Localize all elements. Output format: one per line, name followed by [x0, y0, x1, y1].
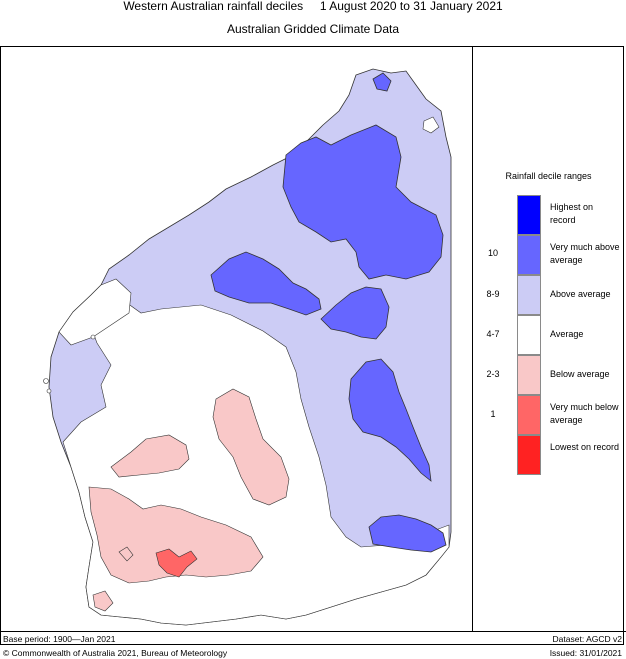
legend-title: Rainfall decile ranges [505, 171, 592, 181]
legend-label-above: Above average [550, 289, 611, 299]
footer-divider [0, 631, 626, 632]
region-below-average-south [88, 486, 264, 584]
legend-label-lowest: Lowest on record [550, 442, 620, 452]
region-very-much-above-average-eastern [348, 358, 432, 482]
legend-label-very-much-above: Very much above average [550, 242, 620, 265]
island [90, 334, 96, 340]
legend-divider [472, 46, 473, 631]
region-below-average-west [110, 434, 190, 478]
map-subtitle: Australian Gridded Climate Data [226, 22, 400, 36]
region-very-much-above-average-kimberley-tip [372, 72, 392, 92]
island [46, 388, 52, 394]
region-very-much-below-average [155, 548, 198, 578]
map-frame [0, 46, 624, 645]
legend-swatch-above [517, 275, 541, 315]
legend-swatch-average [517, 315, 541, 355]
legend-swatch-below [517, 355, 541, 395]
legend-range-average: 4-7 [486, 329, 500, 339]
region-very-much-above-average-pilbara [282, 124, 444, 280]
legend-swatch-very-much-below [517, 395, 541, 435]
region-average-north [422, 116, 440, 134]
legend-label-average: Average [550, 329, 584, 339]
copyright: © Commonwealth of Australia 2021, Bureau… [3, 648, 228, 658]
legend-range-below: 2-3 [486, 369, 500, 379]
island [43, 378, 49, 384]
wa-decile-map [43, 68, 452, 626]
legend-label-very-much-below: Very much below average [550, 402, 619, 425]
issued-date: Issued: 31/01/2021 [549, 648, 622, 658]
legend-swatch-highest [517, 195, 541, 235]
region-average-northwest [58, 278, 132, 346]
dataset-label: Dataset: AGCD v2 [552, 634, 622, 644]
legend-label-highest: Highest on record [550, 202, 594, 225]
legend-label-below: Below average [550, 369, 610, 379]
legend-swatch-very-much-above [517, 235, 541, 275]
legend-range-above: 8-9 [486, 289, 500, 299]
region-very-much-above-average-eucla [368, 514, 447, 553]
map-title: Western Australian rainfall deciles 1 Au… [123, 0, 503, 13]
region-very-much-above-average-ashburton [210, 251, 322, 316]
legend-swatch-lowest [517, 435, 541, 475]
legend-range-very-much-below: 1 [490, 409, 496, 419]
region-below-average-central [212, 388, 290, 506]
region-very-much-above-average-gascoyne [320, 286, 390, 340]
legend-range-very-much-above: 10 [487, 248, 498, 258]
region-below-average-sw-spot [118, 546, 134, 562]
region-below-average-coast [92, 590, 114, 612]
base-period: Base period: 1900—Jan 2021 [3, 634, 116, 644]
